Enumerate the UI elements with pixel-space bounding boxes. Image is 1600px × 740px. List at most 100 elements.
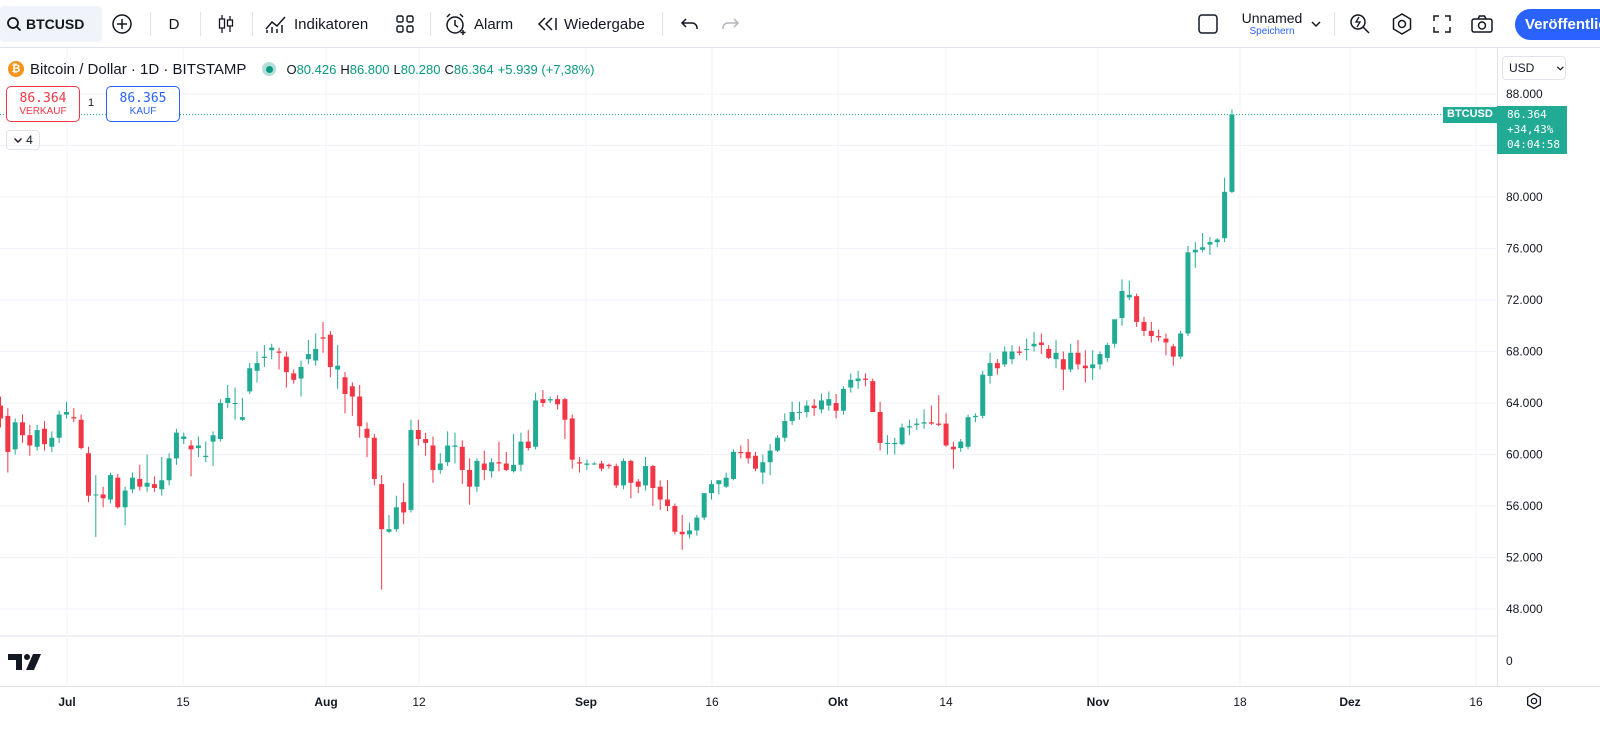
candle-body [1046, 348, 1052, 358]
layout-save-link[interactable]: Speichern [1249, 26, 1295, 37]
candle [217, 399, 223, 442]
candle [862, 373, 868, 387]
compare-button[interactable] [108, 6, 136, 42]
candle [569, 414, 575, 469]
candle [1112, 319, 1118, 348]
settings-button[interactable] [1388, 6, 1416, 42]
candle-body [738, 451, 744, 454]
candle [577, 457, 583, 473]
candle-body [577, 462, 583, 464]
symbol-search-button[interactable]: BTCUSD [0, 6, 102, 42]
symbol-title[interactable]: Bitcoin / Dollar · 1D · BITSTAMP [30, 60, 247, 78]
candle-body [862, 378, 868, 380]
candle-body [100, 494, 106, 499]
candle [1134, 293, 1140, 328]
candle-body [760, 462, 766, 473]
indicators-button[interactable]: Indikatoren [264, 6, 380, 42]
candle-body [731, 451, 736, 479]
candle-body [305, 354, 311, 360]
toolbar-divider [200, 12, 201, 36]
candle [335, 345, 341, 389]
candle-body [965, 417, 971, 447]
candle [342, 372, 348, 414]
currency-select[interactable]: USD [1502, 56, 1566, 80]
undo-button[interactable] [676, 6, 704, 42]
alarm-clock-icon [446, 13, 466, 35]
toolbar-divider [430, 12, 431, 36]
candle-body [569, 418, 575, 460]
candle-body [364, 428, 370, 438]
candle [547, 396, 553, 403]
candle-body [71, 417, 77, 419]
fullscreen-button[interactable] [1428, 6, 1456, 42]
replay-button[interactable]: Wiedergabe [536, 6, 652, 42]
candle [943, 413, 949, 447]
alert-button[interactable]: Alarm [444, 6, 520, 42]
candle [525, 430, 531, 451]
candle [239, 397, 245, 422]
camera-icon [1471, 15, 1493, 33]
candle [1192, 242, 1198, 268]
candle-body [247, 368, 253, 392]
symbol-price-tag: BTCUSD [1443, 107, 1497, 123]
candle-body [1163, 338, 1169, 343]
candle [796, 401, 802, 420]
candle [166, 453, 172, 486]
layout-dropdown-button[interactable] [1308, 6, 1324, 42]
layout-select-checkbox[interactable] [1196, 6, 1220, 42]
time-axis-settings-button[interactable] [1522, 690, 1546, 712]
templates-button[interactable] [392, 6, 418, 42]
candle-body [547, 399, 553, 401]
candle-body [518, 441, 524, 465]
candle [401, 482, 407, 525]
candle [921, 409, 927, 429]
candle-body [313, 348, 319, 361]
candle [1090, 350, 1096, 380]
candle-body [914, 423, 920, 425]
candle-body [56, 414, 62, 438]
publish-button[interactable]: Veröffentlichen [1515, 9, 1600, 40]
sell-label: VERKAUF [19, 106, 67, 117]
candle [774, 435, 780, 452]
candle-body [716, 480, 722, 485]
candle-body [709, 484, 715, 494]
time-axis[interactable] [0, 686, 1600, 716]
quick-search-button[interactable] [1346, 6, 1374, 42]
candle [1207, 236, 1213, 255]
candle-body [1229, 114, 1235, 192]
candle-body [225, 397, 231, 403]
candle-body [93, 494, 99, 496]
open-value: 80.426 [296, 61, 337, 77]
snapshot-button[interactable] [1466, 6, 1498, 42]
candle-body [818, 400, 824, 410]
candle [972, 413, 978, 423]
candle-body [533, 400, 539, 447]
alert-label: Alarm [474, 15, 514, 33]
square-icon [1198, 14, 1218, 34]
candle-body [657, 486, 663, 500]
chart-legend: ₿ Bitcoin / Dollar · 1D · BITSTAMP O80.4… [8, 60, 599, 78]
candle-body [752, 455, 758, 469]
candle [555, 395, 561, 410]
candle-body [745, 451, 751, 459]
candle-body [672, 506, 678, 532]
buy-button[interactable]: 86.365 KAUF [106, 86, 180, 122]
candle [137, 464, 143, 491]
candle-body [1031, 343, 1037, 347]
collapse-indicators-button[interactable]: 4 [6, 130, 40, 150]
candle [379, 475, 385, 590]
price-tick-label: 60.000 [1506, 448, 1543, 462]
chart-type-button[interactable] [212, 6, 240, 42]
layout-name-button[interactable]: Unnamed Speichern [1237, 10, 1307, 37]
candle [584, 459, 590, 470]
candle-body [1024, 348, 1030, 350]
price-axis[interactable] [1497, 48, 1600, 686]
sell-button[interactable]: 86.364 VERKAUF [6, 86, 80, 122]
candle [357, 384, 363, 438]
candle [1082, 350, 1088, 383]
replay-icon [537, 17, 557, 31]
interval-button[interactable]: D [162, 6, 186, 42]
candles-icon [218, 15, 234, 33]
redo-button[interactable] [716, 6, 744, 42]
